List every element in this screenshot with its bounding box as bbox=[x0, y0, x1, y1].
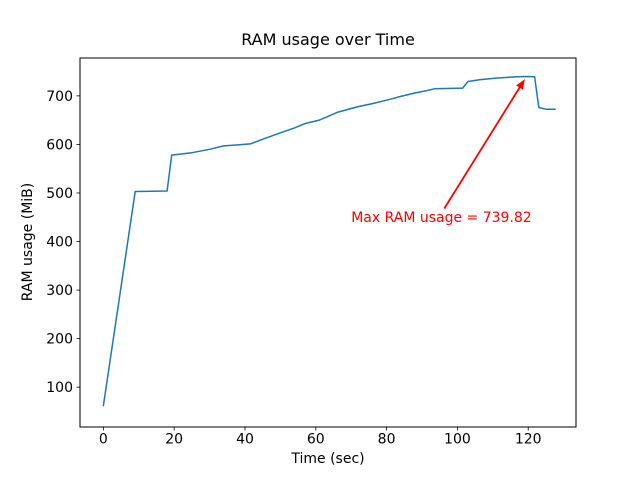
x-tick-label: 0 bbox=[99, 432, 108, 448]
ram-usage-line bbox=[102, 75, 556, 407]
x-tick-label: 60 bbox=[307, 432, 325, 448]
y-axis-label: RAM usage (MiB) bbox=[20, 182, 36, 302]
x-axis-label: Time (sec) bbox=[291, 451, 365, 467]
y-tick-label: 200 bbox=[46, 332, 73, 348]
annotation-arrow-head bbox=[516, 79, 525, 90]
y-tick-label: 300 bbox=[46, 283, 73, 299]
max-ram-annotation: Max RAM usage = 739.82 bbox=[351, 210, 532, 227]
x-tick-label: 20 bbox=[165, 432, 183, 448]
y-tick-label: 500 bbox=[46, 186, 73, 202]
plot-border bbox=[79, 57, 577, 428]
y-tick-label: 700 bbox=[46, 89, 73, 105]
y-tick-label: 100 bbox=[46, 380, 73, 396]
chart-title: RAM usage over Time bbox=[241, 30, 415, 49]
y-tick-label: 600 bbox=[46, 137, 73, 153]
x-tick-label: 100 bbox=[444, 432, 471, 448]
x-tick-label: 80 bbox=[378, 432, 396, 448]
x-tick-label: 120 bbox=[515, 432, 542, 448]
x-tick-label: 40 bbox=[236, 432, 254, 448]
annotation-arrow-line bbox=[443, 85, 522, 209]
y-tick-label: 400 bbox=[46, 235, 73, 251]
